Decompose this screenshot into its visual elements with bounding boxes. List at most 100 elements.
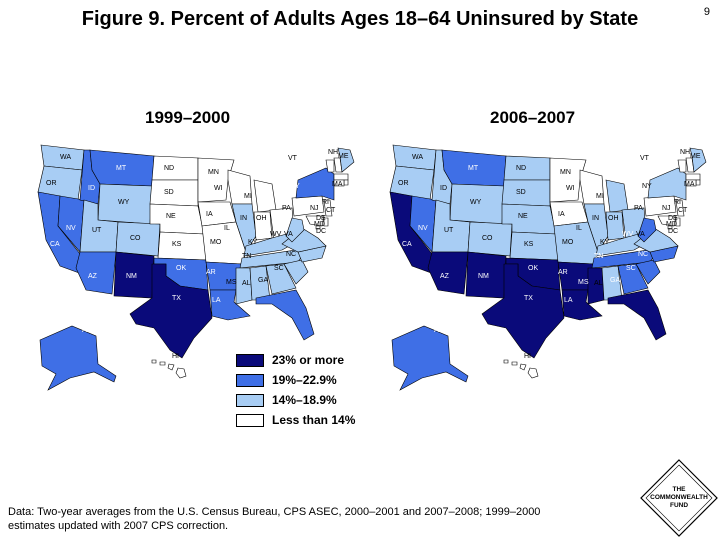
state-label-id: ID — [440, 185, 447, 192]
state-label-ca: CA — [50, 241, 60, 248]
state-label-ny: NY — [642, 183, 652, 190]
state-nj — [323, 199, 333, 217]
state-pa — [643, 195, 677, 217]
state-mi — [605, 179, 629, 213]
legend-label: 23% or more — [272, 353, 345, 367]
legend-label: 19%–22.9% — [272, 373, 337, 387]
state-label-mn: MN — [208, 169, 219, 176]
state-label-nj: NJ — [310, 205, 319, 212]
state-label-mo: MO — [562, 239, 574, 246]
state-label-al: AL — [242, 280, 251, 287]
legend-swatch — [236, 373, 264, 387]
state-label-me: ME — [338, 153, 349, 160]
state-label-ms: MS — [578, 279, 589, 286]
state-label-az: AZ — [88, 273, 98, 280]
state-label-vt: VT — [288, 155, 298, 162]
logo-line: FUND — [669, 502, 689, 509]
state-de — [675, 217, 681, 227]
state-label-la: LA — [212, 297, 221, 304]
state-ma — [685, 173, 701, 181]
legend-item: 19%–22.9% — [236, 370, 355, 390]
state-label-la: LA — [564, 297, 573, 304]
state-label-ct: CT — [326, 207, 336, 214]
state-ks — [509, 231, 559, 261]
logo-line: THE — [672, 486, 686, 493]
state-ga — [265, 263, 297, 295]
page-number: 9 — [703, 6, 710, 18]
state-label-ok: OK — [528, 265, 538, 272]
state-mn — [197, 157, 235, 203]
state-label-wy: WY — [118, 199, 130, 206]
state-label-dc: DC — [668, 228, 678, 235]
legend-swatch — [236, 353, 264, 367]
legend-label: Less than 14% — [272, 413, 356, 427]
state-md — [657, 215, 677, 227]
state-label-pa: PA — [282, 205, 291, 212]
state-ny — [295, 167, 335, 201]
state-me — [337, 147, 355, 173]
map-period-label: 1999–2000 — [145, 108, 231, 127]
state-label-ar: AR — [206, 269, 216, 276]
state-label-mi: MI — [244, 193, 252, 200]
state-label-nv: NV — [418, 225, 428, 232]
state-label-in: IN — [592, 215, 599, 222]
state-label-wv: WV — [622, 231, 634, 238]
state-label-nh: NH — [328, 149, 338, 156]
logo-text: THE COMMONWEALTH FUND — [645, 486, 713, 510]
state-tn — [239, 249, 303, 269]
state-wv — [285, 217, 305, 243]
state-label-oh: OH — [256, 215, 267, 222]
state-label-ok: OK — [176, 265, 186, 272]
state-label-nj: NJ — [662, 205, 671, 212]
state-de — [323, 217, 329, 227]
legend: 23% or more 19%–22.9% 14%–18.9% Less tha… — [236, 350, 355, 430]
state-label-wv: WV — [270, 231, 282, 238]
state-il — [583, 203, 609, 253]
state-wv — [637, 217, 657, 243]
state-label-mt: MT — [116, 165, 127, 172]
state-label-fl: FL — [634, 319, 642, 326]
state-label-wi: WI — [214, 185, 223, 192]
state-ak — [391, 325, 469, 391]
state-ct — [333, 179, 345, 187]
state-label-dc: DC — [316, 228, 326, 235]
us-map-1999-2000: WA OR CA NV ID MT WY UT CO AZ NM ND SD NE KS OK TX MN IA MO… — [37, 144, 355, 391]
state-label-il: IL — [576, 225, 582, 232]
state-label-ak: AK — [434, 327, 444, 334]
state-tx — [129, 263, 213, 359]
state-ri — [695, 179, 701, 186]
state-label-de: DE — [316, 215, 326, 222]
state-label-wa: WA — [60, 154, 71, 161]
state-label-hi: HI — [172, 353, 179, 360]
state-label-nc: NC — [638, 251, 648, 258]
state-label-md: MD — [666, 221, 677, 228]
state-label-ut: UT — [92, 227, 102, 234]
state-label-wy: WY — [470, 199, 482, 206]
state-label-in: IN — [240, 215, 247, 222]
state-label-co: CO — [482, 235, 493, 242]
state-label-md: MD — [314, 221, 325, 228]
state-label-ct: CT — [678, 207, 688, 214]
state-label-ar: AR — [558, 269, 568, 276]
state-label-ne: NE — [166, 213, 176, 220]
state-label-il: IL — [224, 225, 230, 232]
state-label-ks: KS — [524, 241, 534, 248]
state-fl — [607, 289, 667, 341]
state-label-ma: MA — [332, 181, 343, 188]
state-label-ga: GA — [258, 277, 268, 284]
state-fl — [255, 289, 315, 341]
state-label-or: OR — [46, 180, 57, 187]
state-label-ri: RI — [322, 199, 329, 206]
state-md — [305, 215, 325, 227]
state-label-ak: AK — [82, 327, 92, 334]
state-il — [231, 203, 257, 253]
state-nj — [675, 199, 685, 217]
legend-label: 14%–18.9% — [272, 393, 337, 407]
source-note: Data: Two-year averages from the U.S. Ce… — [8, 506, 541, 532]
state-label-nm: NM — [126, 273, 137, 280]
state-label-sd: SD — [164, 189, 174, 196]
state-label-ms: MS — [226, 279, 237, 286]
state-label-mo: MO — [210, 239, 222, 246]
state-ga — [617, 263, 649, 295]
state-label-me: ME — [690, 153, 701, 160]
